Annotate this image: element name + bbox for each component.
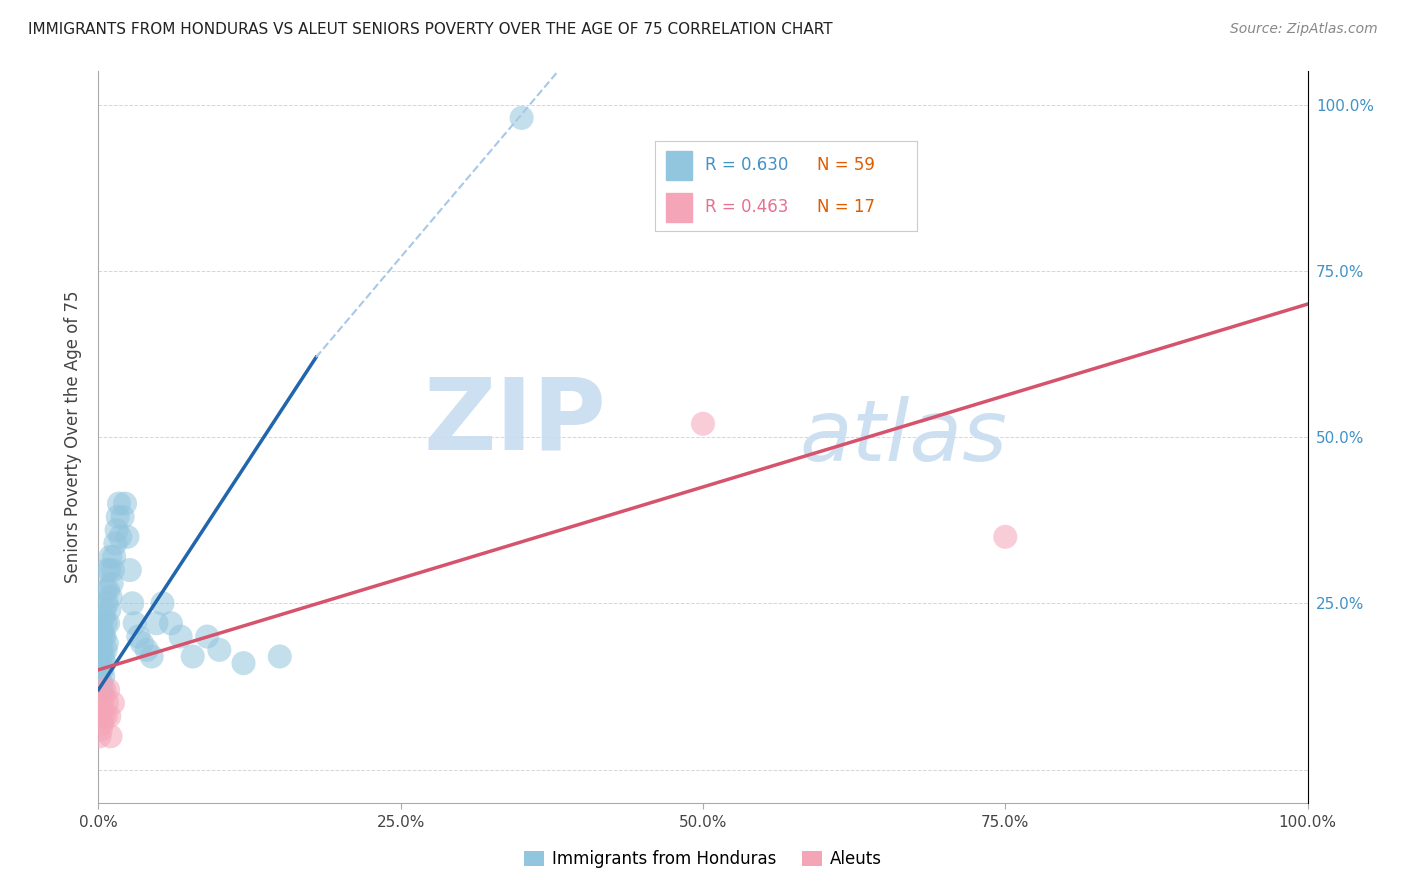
Point — [93, 630, 115, 644]
Point — [90, 676, 112, 690]
Point — [91, 682, 114, 697]
Point — [96, 596, 118, 610]
Y-axis label: Seniors Poverty Over the Age of 75: Seniors Poverty Over the Age of 75 — [65, 291, 83, 583]
Point — [89, 709, 111, 723]
Point — [90, 616, 112, 631]
Point — [124, 616, 146, 631]
Point — [232, 656, 254, 670]
Point — [98, 603, 121, 617]
Point — [89, 630, 111, 644]
Point — [89, 663, 111, 677]
Point — [100, 590, 122, 604]
Point — [94, 709, 117, 723]
Point — [89, 729, 111, 743]
Point — [195, 630, 218, 644]
Point — [93, 682, 115, 697]
Point — [91, 669, 114, 683]
Point — [91, 696, 114, 710]
Text: R = 0.463: R = 0.463 — [704, 198, 789, 217]
Point — [97, 616, 120, 631]
Text: IMMIGRANTS FROM HONDURAS VS ALEUT SENIORS POVERTY OVER THE AGE OF 75 CORRELATION: IMMIGRANTS FROM HONDURAS VS ALEUT SENIOR… — [28, 22, 832, 37]
Point — [208, 643, 231, 657]
Point — [101, 563, 124, 577]
Text: R = 0.630: R = 0.630 — [704, 156, 789, 175]
Point — [98, 709, 121, 723]
Point — [94, 582, 117, 597]
Legend: Immigrants from Honduras, Aleuts: Immigrants from Honduras, Aleuts — [517, 844, 889, 875]
Point — [90, 630, 112, 644]
Point — [91, 643, 114, 657]
Point — [994, 530, 1017, 544]
Point — [160, 616, 183, 631]
Point — [100, 729, 122, 743]
Point — [97, 582, 120, 597]
Point — [145, 616, 167, 631]
Point — [97, 682, 120, 697]
Point — [94, 643, 117, 657]
Point — [90, 656, 112, 670]
Point — [107, 509, 129, 524]
Point — [93, 656, 115, 670]
Point — [100, 549, 122, 564]
Point — [93, 603, 115, 617]
Point — [94, 616, 117, 631]
Point — [96, 563, 118, 577]
Point — [108, 530, 131, 544]
Point — [117, 530, 139, 544]
Point — [111, 509, 134, 524]
Text: Source: ZipAtlas.com: Source: ZipAtlas.com — [1230, 22, 1378, 37]
Point — [135, 643, 157, 657]
Point — [121, 596, 143, 610]
Text: atlas: atlas — [800, 395, 1008, 479]
Point — [96, 636, 118, 650]
Point — [131, 636, 153, 650]
Point — [104, 536, 127, 550]
Point — [89, 649, 111, 664]
Point — [101, 696, 124, 710]
Text: N = 17: N = 17 — [817, 198, 876, 217]
Point — [127, 630, 149, 644]
Point — [90, 703, 112, 717]
Point — [118, 563, 141, 577]
Point — [96, 696, 118, 710]
Point — [692, 417, 714, 431]
Point — [91, 630, 114, 644]
Point — [114, 497, 136, 511]
Bar — [665, 152, 692, 180]
Text: N = 59: N = 59 — [817, 156, 875, 175]
Point — [105, 523, 128, 537]
Point — [90, 643, 112, 657]
Point — [103, 549, 125, 564]
Point — [152, 596, 174, 610]
Point — [269, 649, 291, 664]
Point — [90, 723, 112, 737]
Text: ZIP: ZIP — [423, 374, 606, 471]
Point — [100, 576, 122, 591]
Point — [169, 630, 191, 644]
Point — [98, 563, 121, 577]
Point — [181, 649, 204, 664]
Point — [91, 609, 114, 624]
Point — [510, 111, 533, 125]
Point — [91, 623, 114, 637]
Point — [91, 649, 114, 664]
Point — [91, 663, 114, 677]
Point — [141, 649, 163, 664]
Point — [91, 716, 114, 731]
Point — [91, 709, 114, 723]
Point — [91, 690, 114, 704]
Bar — [665, 194, 692, 222]
Point — [108, 497, 131, 511]
